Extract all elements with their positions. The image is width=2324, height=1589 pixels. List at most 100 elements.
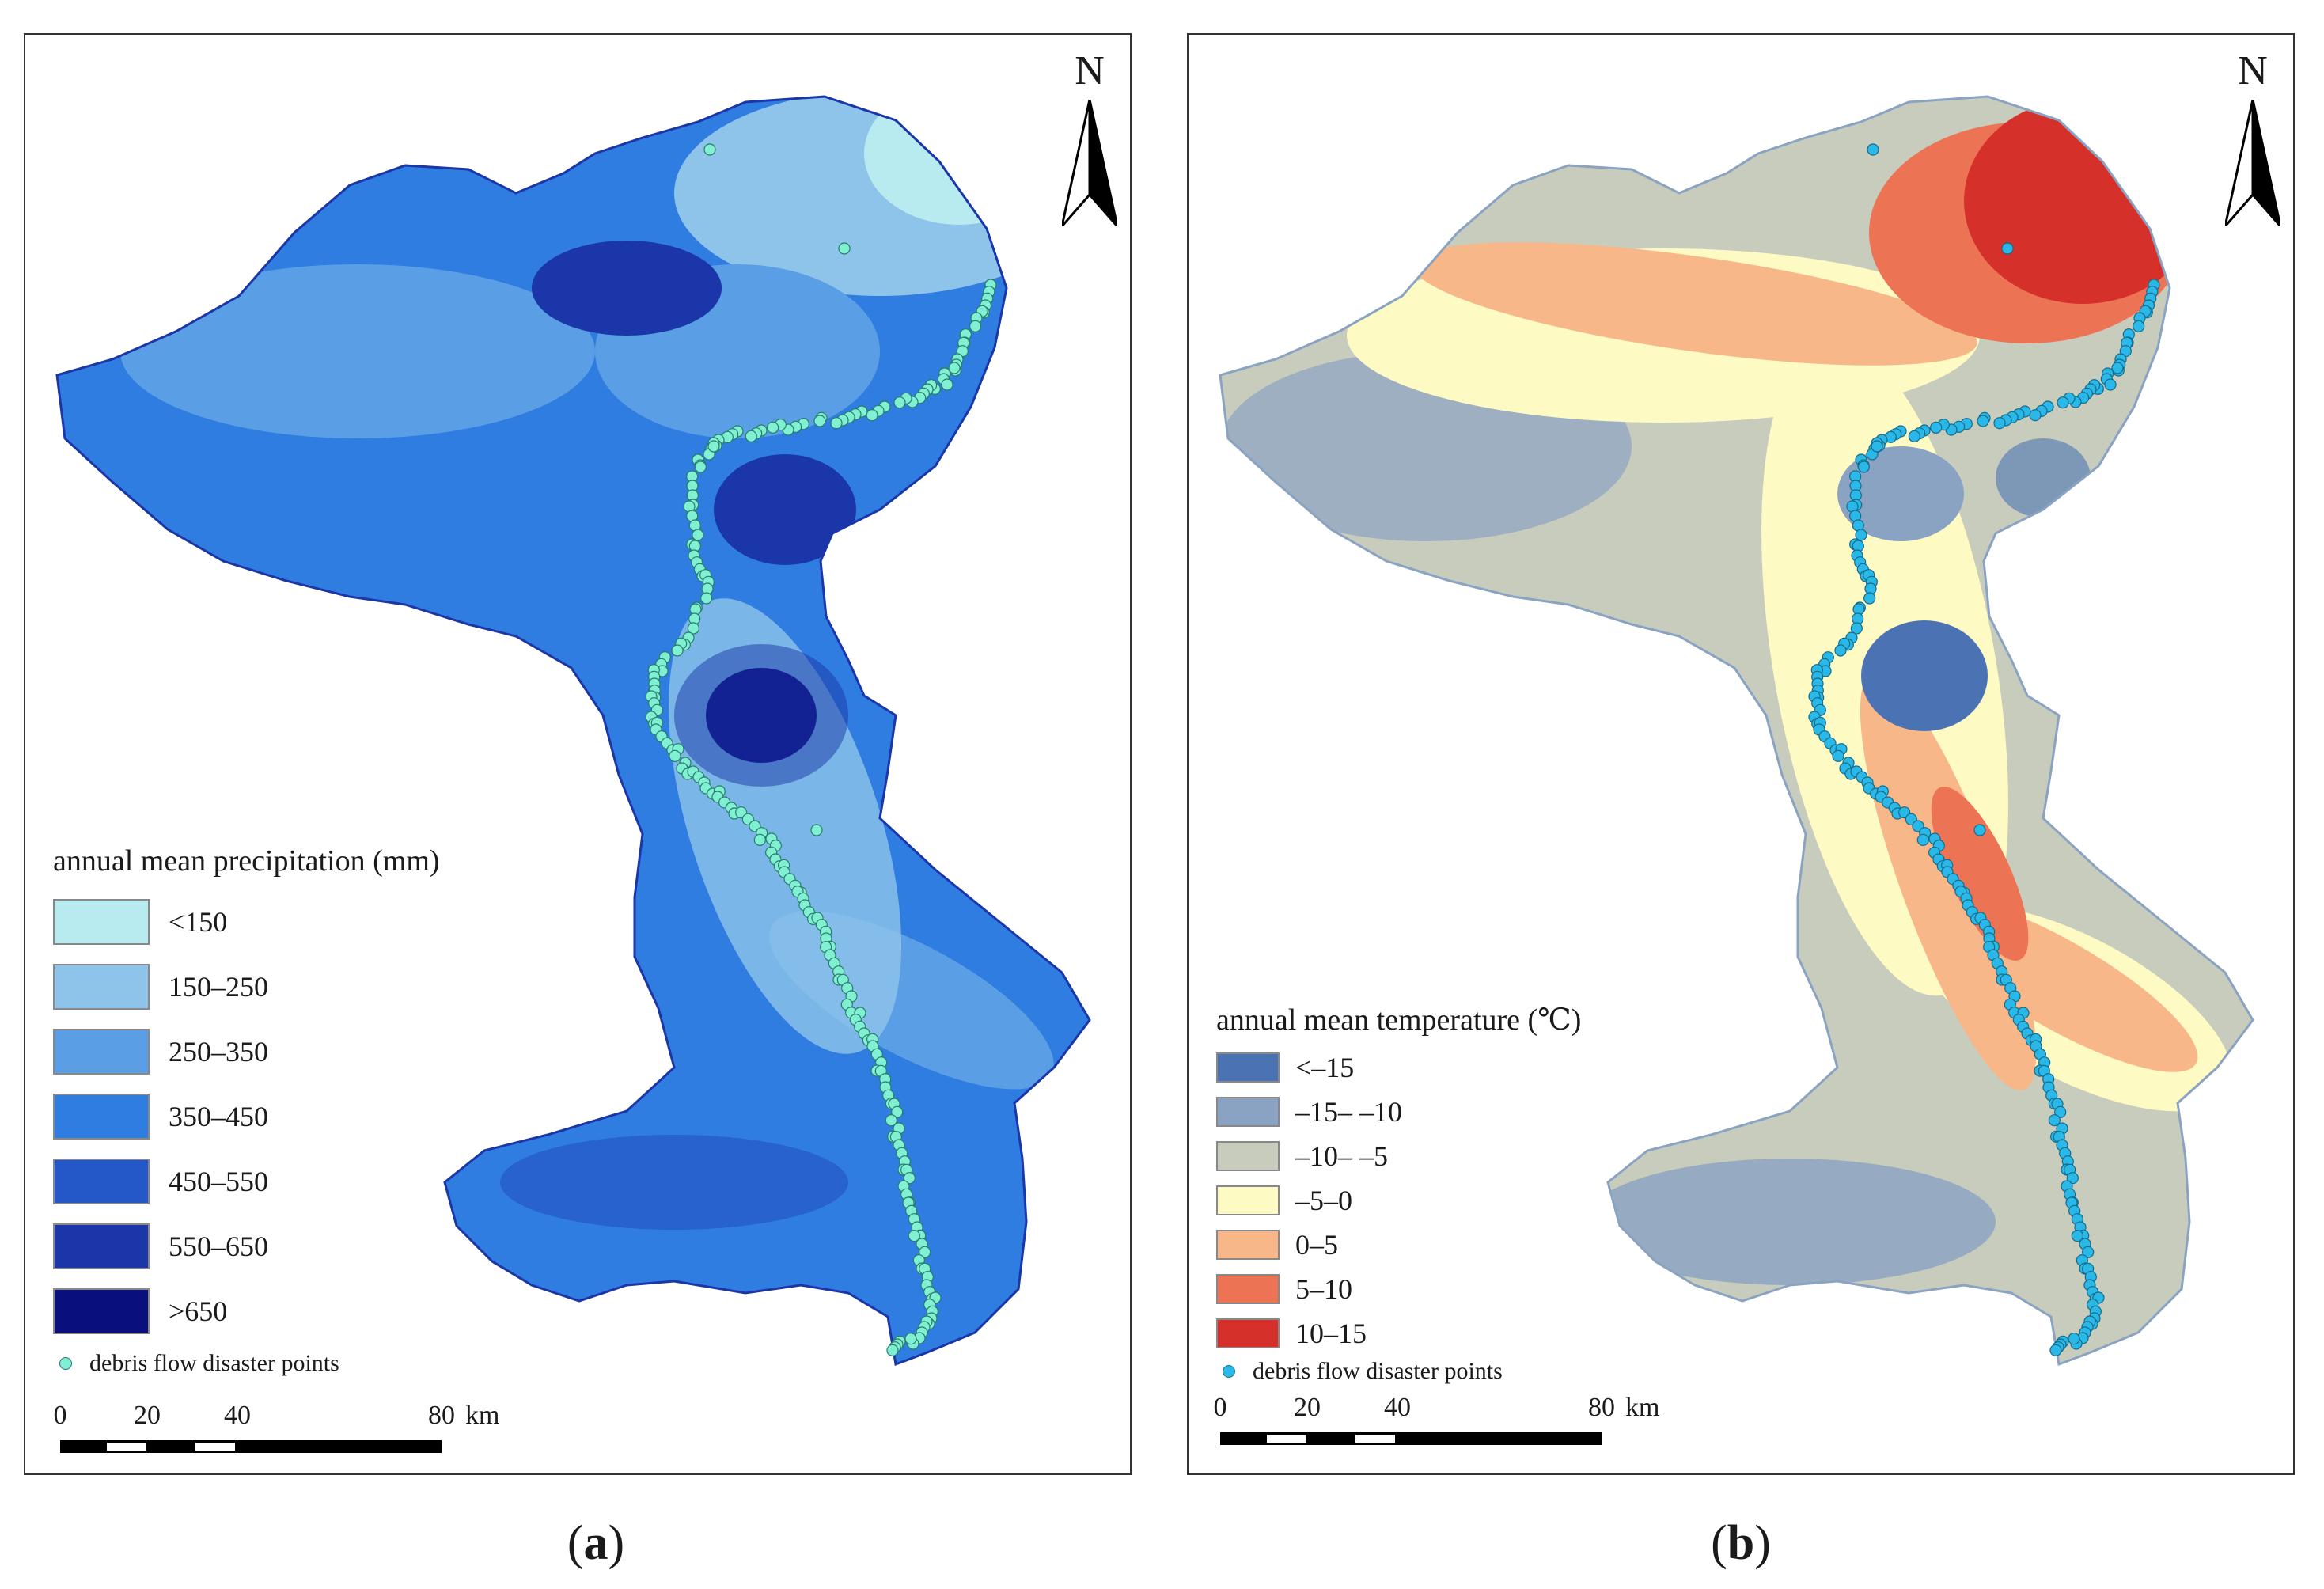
legend-swatch	[1216, 1185, 1280, 1215]
debris-flow-point	[891, 1105, 904, 1118]
legend-label: <–15	[1295, 1052, 1355, 1083]
legend-swatch	[53, 1223, 150, 1269]
legend-label: 150–250	[169, 971, 268, 1003]
debris-flow-point	[810, 824, 823, 836]
legend-label: 250–350	[169, 1036, 268, 1068]
debris-flow-point	[1850, 622, 1863, 635]
debris-flow-point	[694, 461, 707, 473]
legend-item: 5–10	[1216, 1272, 1352, 1306]
north-label: N	[2238, 48, 2268, 93]
points-label: debris flow disaster points	[89, 1350, 339, 1376]
legend-swatch	[53, 899, 150, 945]
legend-item: <150	[53, 899, 227, 945]
legend-item: <–15	[1216, 1051, 1354, 1084]
caption-a: (a)	[567, 1516, 625, 1570]
legend-item-points: debris flow disaster points	[1223, 1358, 1503, 1385]
legend-swatch	[1216, 1318, 1280, 1348]
debris-flow-point	[692, 529, 704, 541]
debris-flow-points-a	[645, 143, 997, 1356]
scale-tick: 0	[1213, 1393, 1227, 1422]
debris-flow-point	[919, 1246, 931, 1258]
north-label: N	[1075, 48, 1105, 93]
scale-tick: 20	[1294, 1393, 1321, 1422]
debris-flow-point	[838, 242, 851, 255]
debris-flow-point	[903, 1172, 916, 1185]
scale-unit: km	[465, 1401, 500, 1430]
temperature-map-panel: N annual mean temperature (℃) <–15 –15– –…	[1187, 33, 2295, 1475]
scale-tick: 80	[428, 1401, 455, 1430]
precipitation-map-panel: N annual mean precipitation (mm) <150 150…	[24, 33, 1132, 1475]
legend-item: –5–0	[1216, 1184, 1352, 1217]
debris-flow-point	[813, 415, 826, 427]
temperature-map	[1219, 95, 2254, 1366]
legend-item: –15– –10	[1216, 1095, 1402, 1128]
precipitation-map	[55, 95, 1091, 1366]
legend-label: 450–550	[169, 1166, 268, 1197]
legend-item: 150–250	[53, 964, 268, 1010]
debris-flow-point	[830, 417, 843, 430]
debris-flow-point	[671, 644, 684, 657]
scale-tick: 40	[224, 1401, 251, 1430]
debris-flow-point	[893, 396, 906, 409]
legend-label: 350–450	[169, 1101, 268, 1132]
scale-tick: 80	[1588, 1393, 1615, 1422]
scale-tick: 0	[53, 1401, 67, 1430]
debris-flow-point	[1916, 833, 1929, 846]
debris-flow-point	[1832, 749, 1844, 762]
legend-label: >650	[169, 1295, 228, 1327]
debris-flow-point	[1930, 421, 1943, 434]
legend-title: annual mean temperature (℃)	[1216, 1003, 1582, 1037]
debris-flow-point	[2133, 320, 2145, 332]
point-symbol	[59, 1357, 72, 1370]
debris-flow-point	[2111, 362, 2124, 374]
legend-swatch	[53, 1094, 150, 1140]
debris-flow-point	[941, 378, 953, 391]
legend-item: 0–5	[1216, 1228, 1338, 1261]
legend-item-points: debris flow disaster points	[59, 1350, 339, 1377]
legend-swatch	[1216, 1141, 1280, 1171]
debris-flow-point	[745, 430, 757, 442]
legend-item: 10–15	[1216, 1317, 1367, 1350]
debris-flow-point	[1871, 440, 1883, 453]
legend-swatch	[1216, 1097, 1280, 1127]
debris-flow-point	[1855, 529, 1867, 541]
debris-flow-point	[1863, 592, 1876, 605]
debris-flow-point	[948, 362, 961, 374]
debris-flow-point	[904, 1333, 917, 1345]
legend: annual mean precipitation (mm) <150 150–2…	[53, 844, 440, 1376]
legend-label: 550–650	[169, 1231, 268, 1262]
legend-label: 0–5	[1295, 1229, 1338, 1261]
debris-flow-point	[1834, 644, 1847, 657]
debris-flow-point	[767, 421, 779, 434]
scale-tick: 20	[134, 1401, 161, 1430]
scale-unit: km	[1625, 1393, 1660, 1422]
debris-flow-point	[885, 1114, 897, 1127]
legend-item: 550–650	[53, 1223, 268, 1269]
debris-flow-point	[2066, 1172, 2079, 1185]
debris-flow-points-b	[1808, 143, 2160, 1356]
debris-flow-point	[866, 409, 878, 422]
legend-swatch	[1216, 1052, 1280, 1083]
debris-flow-point	[1867, 143, 1879, 156]
debris-flow-point	[707, 440, 720, 453]
debris-flow-point	[2048, 1114, 2061, 1127]
debris-flow-point	[687, 622, 699, 635]
legend-item: –10– –5	[1216, 1140, 1388, 1173]
debris-flow-point	[2057, 396, 2069, 409]
scale-tick: 40	[1384, 1393, 1411, 1422]
debris-flow-point	[2029, 409, 2042, 422]
legend-swatch	[1216, 1230, 1280, 1260]
legend-label: 10–15	[1295, 1318, 1367, 1349]
legend-swatch	[53, 1159, 150, 1204]
legend-item: 250–350	[53, 1029, 268, 1075]
legend-label: –5–0	[1295, 1185, 1352, 1216]
legend-item: 450–550	[53, 1159, 268, 1204]
points-label: debris flow disaster points	[1253, 1358, 1503, 1384]
debris-flow-point	[700, 592, 713, 605]
legend-swatch	[53, 1288, 150, 1334]
debris-flow-point	[1973, 824, 1986, 836]
legend-swatch	[1216, 1274, 1280, 1304]
debris-flow-point	[2068, 1333, 2080, 1345]
legend-title: annual mean precipitation (mm)	[53, 844, 440, 878]
debris-flow-point	[908, 1230, 920, 1242]
